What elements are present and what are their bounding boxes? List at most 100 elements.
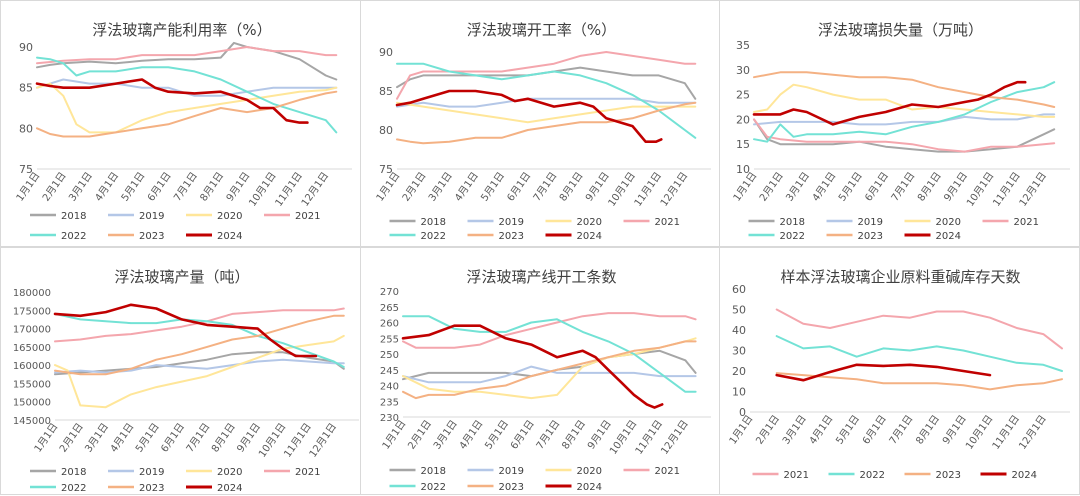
legend-label: 2021 — [784, 470, 809, 481]
series-line-2018 — [36, 41, 338, 81]
series-line-2024 — [35, 78, 309, 124]
legend-label: 2021 — [1014, 217, 1039, 228]
legend-item-2018: 2018 — [30, 467, 86, 478]
series-line-2019 — [753, 113, 1056, 126]
y-tick-label: 255 — [380, 334, 399, 345]
legend-label: 2024 — [217, 231, 242, 242]
series-line-2018 — [54, 351, 345, 376]
series-line-2020 — [54, 334, 345, 409]
y-tick-label: 270 — [380, 287, 399, 298]
series-line-2024 — [395, 89, 663, 143]
y-tick-label: 20 — [736, 113, 750, 126]
legend-item-2021: 2021 — [264, 467, 320, 478]
x-tick-label: 7月1日 — [171, 170, 200, 204]
y-tick-label: 0 — [739, 406, 746, 419]
x-tick-label: 7月1日 — [889, 170, 918, 204]
legend-label: 2020 — [936, 217, 961, 228]
legend-label: 2019 — [499, 466, 524, 477]
legend-label: 2018 — [61, 211, 86, 222]
series-line-2021 — [36, 46, 338, 65]
legend-item-2023: 2023 — [826, 231, 883, 242]
x-tick-label: 9月1日 — [940, 413, 969, 447]
series-line-2019 — [54, 358, 345, 374]
legend-label: 2022 — [860, 470, 885, 481]
legend-label: 2020 — [217, 211, 242, 222]
y-tick-label: 75 — [379, 163, 393, 176]
legend-label: 2023 — [499, 482, 524, 493]
series-line-2022 — [775, 335, 1063, 372]
y-tick-label: 245 — [380, 366, 399, 377]
legend-item-2018: 2018 — [30, 211, 86, 222]
x-tick-label: 6月1日 — [505, 170, 534, 204]
x-tick-label: 9月1日 — [583, 170, 612, 204]
legend-item-2024: 2024 — [186, 483, 242, 494]
series-line-2022 — [54, 312, 345, 368]
y-tick-label: 60 — [732, 283, 746, 296]
legend-item-2020: 2020 — [545, 466, 602, 477]
x-tick-label: 3月1日 — [780, 413, 809, 447]
series-line-2021 — [753, 118, 1056, 153]
legend-label: 2023 — [139, 483, 164, 494]
legend-label: 2022 — [61, 483, 86, 494]
y-tick-label: 265 — [380, 303, 399, 314]
legend-label: 2022 — [61, 231, 86, 242]
chart-title: 浮法玻璃损失量（万吨） — [818, 21, 983, 39]
y-tick-label: 50 — [732, 304, 746, 317]
x-tick-label: 12月1日 — [1017, 413, 1049, 452]
legend-item-2020: 2020 — [186, 211, 242, 222]
x-tick-label: 7月1日 — [184, 421, 213, 455]
x-tick-label: 5月1日 — [483, 418, 512, 452]
x-tick-label: 8月1日 — [557, 170, 586, 204]
series-line-2023 — [54, 314, 345, 376]
legend-label: 2021 — [655, 466, 680, 477]
operating-rate-svg: 浮法玻璃开工率（%）758085901月1日2月1日3月1日4月1日5月1日6月… — [374, 21, 711, 242]
series-line-2021 — [775, 308, 1063, 350]
x-tick-label: 5月1日 — [834, 413, 863, 447]
x-tick-label: 5月1日 — [479, 170, 508, 204]
capacity-utilization-svg: 浮法玻璃产能利用率（%）758085901月1日2月1日3月1日4月1日5月1日… — [14, 21, 352, 242]
x-tick-label: 7月1日 — [534, 418, 563, 452]
y-tick-label: 235 — [380, 397, 399, 408]
legend-label: 2024 — [1012, 470, 1037, 481]
series-line-2020 — [36, 82, 338, 134]
x-tick-label: 5月1日 — [836, 170, 865, 204]
y-tick-label: 10 — [736, 163, 750, 176]
series-line-2023 — [753, 71, 1056, 108]
x-tick-label: 6月1日 — [159, 421, 188, 455]
legend-label: 2023 — [499, 231, 524, 242]
legend-label: 2021 — [295, 467, 320, 478]
legend-item-2024: 2024 — [904, 231, 961, 242]
legend-label: 2018 — [421, 466, 446, 477]
panel-capacity-utilization: 浮法玻璃产能利用率（%） 75 80 85 90 1月1日 2月1日 3月1日 4月1日 5月1日… — [0, 0, 362, 247]
series-line-2020 — [396, 101, 697, 124]
series-line-2024 — [401, 324, 664, 409]
legend-label: 2019 — [499, 217, 524, 228]
y-tick-label: 80 — [379, 124, 393, 137]
x-tick-label: 8月1日 — [209, 421, 238, 455]
legend-item-2019: 2019 — [826, 217, 883, 228]
chart-title: 浮法玻璃产量（吨） — [114, 268, 249, 286]
x-tick-label: 9月1日 — [942, 170, 971, 204]
legend-item-2019: 2019 — [108, 211, 164, 222]
legend-item-2019: 2019 — [467, 466, 524, 477]
legend-item-2018: 2018 — [389, 217, 446, 228]
legend-item-2020: 2020 — [904, 217, 961, 228]
x-tick-label: 8月1日 — [198, 170, 227, 204]
y-tick-label: 90 — [379, 46, 393, 59]
legend-item-2019: 2019 — [108, 467, 164, 478]
x-tick-label: 3月1日 — [431, 418, 460, 452]
x-tick-label: 4月1日 — [810, 170, 839, 204]
legend-label: 2022 — [421, 482, 446, 493]
x-tick-label: 8月1日 — [914, 413, 943, 447]
panel-loss-volume: 浮法玻璃损失量（万吨） 10 15 20 25 30 35 1月1日 2月1日 3月1日 4月1日 5… — [719, 0, 1080, 247]
y-tick-label: 165000 — [13, 343, 51, 354]
legend-label: 2023 — [139, 231, 164, 242]
x-tick-label: 5月1日 — [133, 421, 162, 455]
y-tick-label: 250 — [380, 350, 399, 361]
legend-label: 2019 — [858, 217, 883, 228]
legend-item-2021: 2021 — [752, 470, 809, 481]
legend-item-2023: 2023 — [467, 482, 524, 493]
x-tick-label: 6月1日 — [508, 418, 537, 452]
legend-item-2022: 2022 — [30, 483, 86, 494]
